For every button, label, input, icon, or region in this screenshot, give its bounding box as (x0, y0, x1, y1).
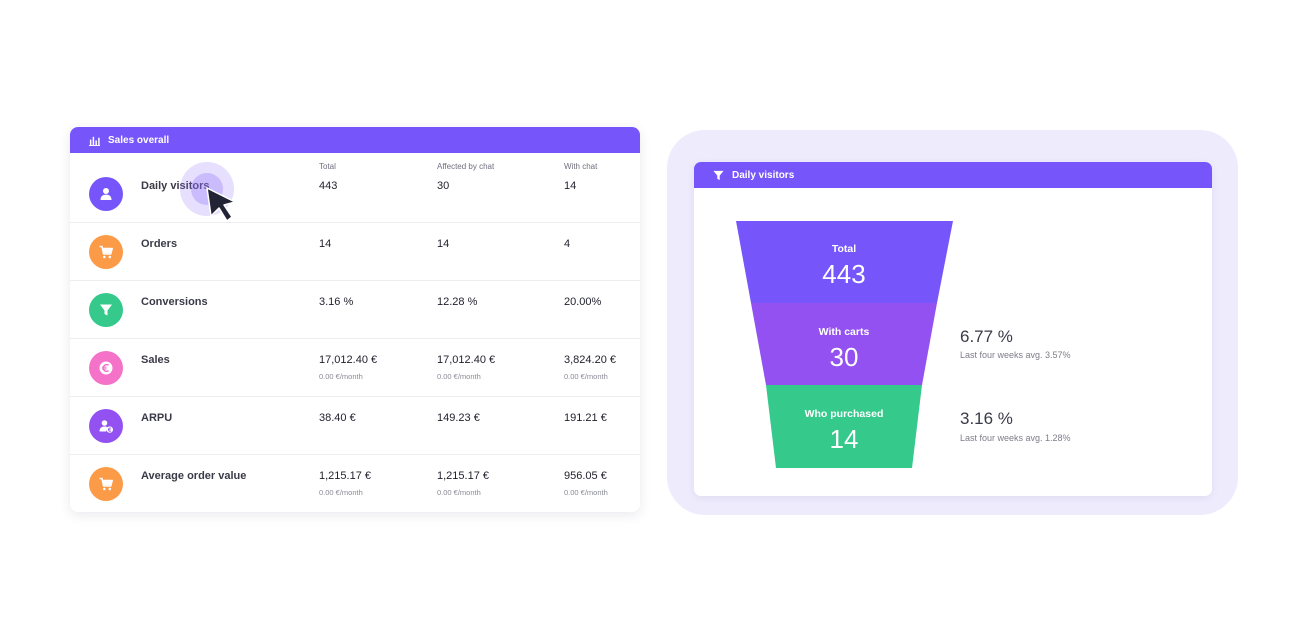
cell-value: 20.00% (564, 296, 602, 308)
funnel-chart (736, 221, 953, 468)
daily-visitors-card: Daily visitors Total 443 With carts 30 W… (694, 162, 1212, 496)
row-label: Orders (141, 238, 178, 250)
user-icon (89, 177, 123, 211)
cell-value: 12.28 % (437, 296, 478, 308)
column-header-with-chat: With chat (564, 162, 598, 171)
cell-value: 4 (564, 238, 571, 250)
cell-value: 17,012.40 € (319, 354, 378, 366)
table-row[interactable]: Sales 17,012.40 € 17,012.40 € 3,824.20 €… (70, 339, 640, 397)
cell-value: 443 (319, 180, 338, 192)
table-row[interactable]: ARPU 38.40 € 149.23 € 191.21 € (70, 397, 640, 455)
cell-subvalue: 0.00 €/month (564, 488, 608, 497)
cell-subvalue: 0.00 €/month (437, 488, 481, 497)
cell-value: 17,012.40 € (437, 354, 496, 366)
cell-value: 149.23 € (437, 412, 480, 424)
row-label[interactable]: Daily visitors (141, 180, 210, 192)
funnel-stage-label: With carts (818, 326, 870, 338)
cell-value: 1,215.17 € (437, 470, 489, 482)
funnel-stage-label: Who purchased (804, 408, 884, 420)
daily-visitors-header: Daily visitors (694, 162, 1212, 188)
table-row[interactable]: Orders 14 14 4 (70, 223, 640, 281)
column-header-total: Total (319, 162, 336, 171)
sales-overall-title: Sales overall (108, 134, 170, 146)
funnel-stage-label: Total (831, 243, 857, 255)
cell-subvalue: 0.00 €/month (319, 372, 363, 381)
filter-icon (89, 293, 123, 327)
cart-icon (89, 467, 123, 501)
sales-overall-card: Sales overall Total Affected by chat Wit… (70, 127, 640, 512)
conversion-rate-purchased: 3.16 % (960, 409, 1013, 428)
funnel-stage-with-carts[interactable] (751, 303, 937, 385)
cell-value: 956.05 € (564, 470, 607, 482)
funnel-stage-value: 30 (829, 342, 859, 372)
funnel-stage-who-purchased[interactable] (766, 385, 922, 468)
user-euro-icon (89, 409, 123, 443)
cell-subvalue: 0.00 €/month (319, 488, 363, 497)
daily-visitors-title: Daily visitors (732, 169, 795, 181)
funnel-stage-value: 443 (822, 259, 866, 289)
cell-subvalue: 0.00 €/month (437, 372, 481, 381)
cell-value: 1,215.17 € (319, 470, 371, 482)
cell-value: 14 (437, 238, 450, 250)
cell-value: 3,824.20 € (564, 354, 616, 366)
cell-subvalue: 0.00 €/month (564, 372, 608, 381)
cursor-arrow-icon (206, 187, 236, 222)
cell-value: 14 (564, 180, 577, 192)
conversion-rate-carts-average: Last four weeks avg. 3.57% (960, 350, 1071, 360)
cart-icon (89, 235, 123, 269)
conversion-rate-purchased-average: Last four weeks avg. 1.28% (960, 433, 1071, 443)
row-label: Conversions (141, 296, 208, 308)
table-row[interactable]: Average order value 1,215.17 € 1,215.17 … (70, 455, 640, 512)
funnel-stage-total[interactable] (736, 221, 953, 303)
conversion-rate-carts: 6.77 % (960, 327, 1013, 346)
sales-overall-header: Sales overall (70, 127, 640, 153)
cell-value: 38.40 € (319, 412, 356, 424)
cell-value: 3.16 % (319, 296, 354, 308)
row-label: Sales (141, 354, 170, 366)
row-label: Average order value (141, 470, 247, 482)
table-row[interactable]: Total Affected by chat With chat Daily v… (70, 153, 640, 223)
funnel-stage-value: 14 (829, 424, 859, 454)
cell-value: 191.21 € (564, 412, 607, 424)
euro-icon (89, 351, 123, 385)
row-label: ARPU (141, 412, 173, 424)
column-header-affected: Affected by chat (437, 162, 495, 171)
cell-value: 30 (437, 180, 450, 192)
bar-chart-icon (89, 136, 100, 146)
table-row[interactable]: Conversions 3.16 % 12.28 % 20.00% (70, 281, 640, 339)
cell-value: 14 (319, 238, 332, 250)
filter-icon (713, 170, 724, 180)
